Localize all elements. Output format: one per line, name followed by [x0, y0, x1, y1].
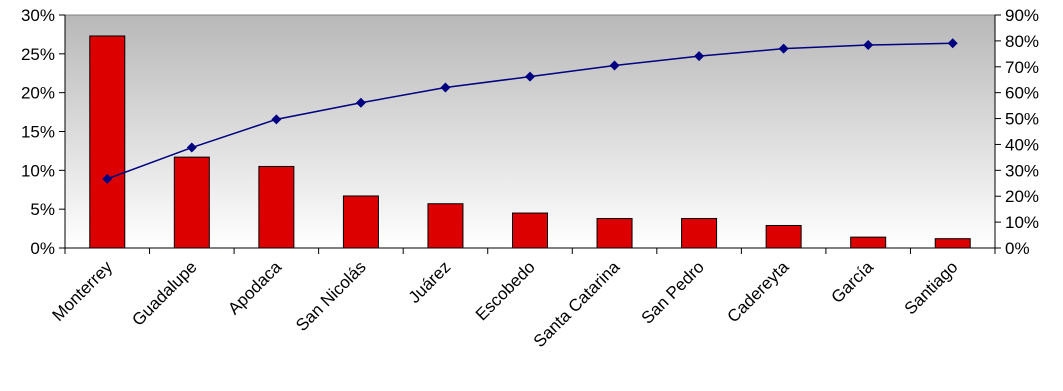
y2-tick-label-6: 60%: [1005, 84, 1039, 103]
plot-area: [64, 14, 996, 249]
bar-5: [512, 212, 548, 249]
bar-0: [89, 35, 126, 249]
category-label-4: Juárez: [405, 257, 455, 307]
y2-tick-label-3: 30%: [1005, 161, 1039, 180]
bar-4: [427, 203, 464, 249]
category-label-1: Guadalupe: [128, 257, 200, 329]
axes: [59, 14, 1001, 254]
category-label-5: Escobedo: [472, 257, 539, 324]
line-point-6: [609, 60, 620, 71]
line-point-5: [525, 71, 535, 82]
right-axis-tick-labels: 0% 10% 20% 30% 40% 50% 60% 70% 80% 90%: [1005, 6, 1039, 258]
bar-7: [681, 217, 718, 249]
y2-tick-label-5: 50%: [1005, 110, 1039, 129]
bar-series: [89, 35, 971, 249]
category-label-8: Cadereyta: [724, 257, 793, 326]
bar-8: [765, 224, 802, 249]
y2-tick-label-0: 0%: [1005, 239, 1030, 258]
y-tick-label-4: 20%: [21, 84, 55, 103]
bar-2: [258, 165, 295, 249]
category-label-10: Santiago: [901, 257, 962, 318]
bar-3: [342, 195, 379, 249]
y2-tick-label-9: 90%: [1005, 6, 1039, 25]
y-tick-label-5: 25%: [21, 45, 55, 64]
line-point-8: [778, 43, 789, 54]
y2-tick-label-1: 10%: [1005, 213, 1039, 232]
category-label-9: García: [827, 257, 877, 307]
y-tick-label-0: 0%: [30, 239, 55, 258]
bar-6: [596, 217, 633, 249]
line-point-4: [440, 82, 451, 93]
y2-tick-label-7: 70%: [1005, 58, 1039, 77]
y-tick-label-1: 5%: [30, 200, 55, 219]
line-point-7: [694, 51, 705, 62]
y-tick-label-3: 15%: [21, 123, 55, 142]
category-label-6: Santa Catarina: [530, 257, 624, 351]
line-point-10: [947, 38, 958, 49]
bar-1: [173, 156, 210, 249]
y2-tick-label-2: 20%: [1005, 187, 1039, 206]
cumulative-line-series: [102, 38, 958, 184]
y2-tick-label-4: 40%: [1005, 135, 1039, 154]
bar-9: [850, 236, 887, 249]
line-point-0: [102, 173, 113, 184]
line-point-1: [186, 142, 197, 153]
y2-tick-label-8: 80%: [1005, 32, 1039, 51]
left-axis-tick-labels: 0% 5% 10% 15% 20% 25% 30%: [21, 6, 55, 258]
line-point-3: [355, 97, 366, 108]
category-label-3: San Nicolás: [292, 257, 370, 335]
line-point-2: [271, 114, 282, 125]
category-label-0: Monterrey: [49, 257, 117, 325]
category-labels: Monterrey Guadalupe Apodaca San Nicolás Juár…: [49, 257, 962, 351]
category-label-7: San Pedro: [638, 257, 708, 327]
bar-10: [934, 238, 971, 249]
y-tick-label-2: 10%: [21, 161, 55, 180]
category-label-2: Apodaca: [224, 257, 285, 318]
y-tick-label-6: 30%: [21, 6, 55, 25]
line-point-9: [863, 40, 874, 51]
